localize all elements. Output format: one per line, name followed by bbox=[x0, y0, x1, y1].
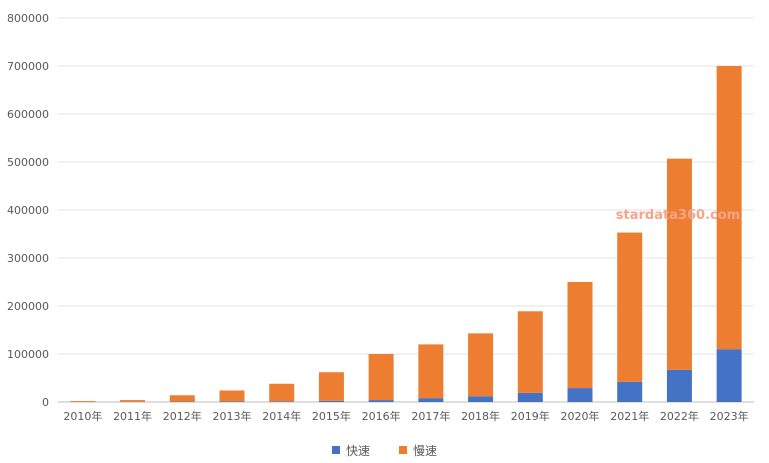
x-tick-label: 2010年 bbox=[63, 409, 102, 423]
bar-slow bbox=[318, 372, 344, 401]
x-tick-label: 2016年 bbox=[362, 409, 401, 423]
legend-label-slow: 慢速 bbox=[413, 444, 437, 458]
bar-slow bbox=[120, 400, 146, 402]
bar-slow bbox=[666, 158, 692, 370]
x-tick-label: 2023年 bbox=[710, 409, 749, 423]
bar-fast bbox=[666, 369, 692, 402]
y-tick-label: 600000 bbox=[7, 108, 49, 121]
bar-fast bbox=[567, 388, 593, 402]
x-tick-label: 2019年 bbox=[511, 409, 550, 423]
y-axis-tick-labels: 0 100000 200000 300000 400000 500000 600000 700… bbox=[7, 12, 49, 409]
bar-slow bbox=[716, 66, 742, 350]
bar-fast bbox=[318, 400, 344, 402]
bar-slow bbox=[169, 395, 195, 402]
bar-slow bbox=[567, 282, 593, 389]
gridlines bbox=[58, 17, 754, 355]
bar-slow bbox=[70, 401, 96, 402]
x-tick-label: 2014年 bbox=[262, 409, 301, 423]
x-tick-label: 2020年 bbox=[561, 409, 600, 423]
legend: 快速 慢速 bbox=[332, 444, 437, 458]
bar-fast bbox=[517, 392, 543, 402]
x-tick-label: 2017年 bbox=[411, 409, 450, 423]
y-tick-label: 100000 bbox=[7, 348, 49, 361]
bar-fast bbox=[368, 400, 394, 402]
bar-slow bbox=[617, 232, 643, 382]
x-tick-label: 2015年 bbox=[312, 409, 351, 423]
bar-fast bbox=[269, 401, 295, 402]
legend-swatch-slow bbox=[399, 446, 407, 454]
x-tick-label: 2021年 bbox=[610, 409, 649, 423]
y-tick-label: 300000 bbox=[7, 252, 49, 265]
x-axis-tick-labels: 2010年 2011年 2012年 2013年 2014年 2015年 2016年 2017年… bbox=[63, 409, 748, 423]
bar-slow bbox=[418, 344, 444, 399]
bar-fast bbox=[716, 349, 742, 402]
bar-slow bbox=[468, 333, 494, 397]
bar-fast bbox=[617, 381, 643, 402]
y-tick-label: 700000 bbox=[7, 60, 49, 73]
bars bbox=[70, 66, 742, 402]
y-tick-label: 400000 bbox=[7, 204, 49, 217]
bar-fast bbox=[418, 398, 444, 402]
y-tick-label: 500000 bbox=[7, 156, 49, 169]
x-tick-label: 2018年 bbox=[461, 409, 500, 423]
x-tick-label: 2012年 bbox=[163, 409, 202, 423]
bar-slow bbox=[368, 354, 394, 401]
y-tick-label: 0 bbox=[42, 396, 49, 409]
bar-fast bbox=[468, 396, 494, 402]
x-tick-label: 2013年 bbox=[213, 409, 252, 423]
watermark: stardata360.com bbox=[616, 208, 740, 223]
y-tick-label: 800000 bbox=[7, 12, 49, 25]
legend-swatch-fast bbox=[332, 446, 340, 454]
bar-slow bbox=[269, 383, 295, 402]
x-tick-label: 2011年 bbox=[113, 409, 152, 423]
y-tick-label: 200000 bbox=[7, 300, 49, 313]
bar-slow bbox=[219, 390, 245, 402]
x-tick-label: 2022年 bbox=[660, 409, 699, 423]
bar-fast bbox=[219, 401, 245, 402]
bar-slow bbox=[517, 311, 543, 393]
legend-label-fast: 快速 bbox=[346, 444, 370, 458]
